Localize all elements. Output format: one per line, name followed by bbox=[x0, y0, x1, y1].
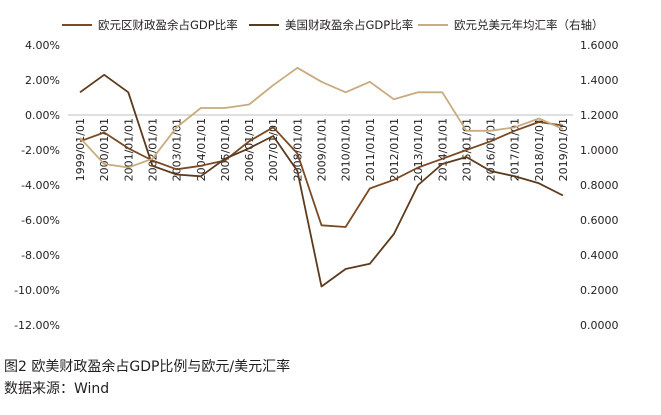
x-tick-label: 2013/01/01 bbox=[412, 118, 425, 181]
x-tick-label: 2002/01/01 bbox=[146, 118, 159, 181]
left-tick-label: 4.00% bbox=[25, 39, 60, 52]
right-tick-label: 0.8000 bbox=[580, 179, 619, 192]
x-tick-label: 2009/01/01 bbox=[316, 118, 329, 181]
x-tick-label: 2007/01/01 bbox=[267, 118, 280, 181]
legend-swatch-fx bbox=[418, 23, 448, 26]
x-tick-label: 2016/01/01 bbox=[485, 118, 498, 181]
legend-label-eurozone: 欧元区财政盈余占GDP比率 bbox=[98, 18, 238, 32]
x-tick-label: 2006/01/01 bbox=[243, 118, 256, 181]
x-tick-label: 2001/01/01 bbox=[122, 118, 135, 181]
x-tick-label: 2010/01/01 bbox=[340, 118, 353, 181]
right-tick-label: 1.4000 bbox=[580, 74, 619, 87]
left-tick-label: 2.00% bbox=[25, 74, 60, 87]
left-tick-label: -10.00% bbox=[14, 284, 60, 297]
x-tick-label: 1999/01/01 bbox=[74, 118, 87, 181]
figure-title: 图2 欧美财政盈余占GDP比例与欧元/美元汇率 bbox=[4, 359, 291, 375]
left-tick-label: 0.00% bbox=[25, 109, 60, 122]
x-tick-label: 2011/01/01 bbox=[364, 118, 377, 181]
right-tick-label: 0.6000 bbox=[580, 214, 619, 227]
series-lines bbox=[79, 66, 564, 288]
left-tick-label: -2.00% bbox=[21, 144, 60, 157]
x-tick-label: 2014/01/01 bbox=[436, 118, 449, 181]
right-tick-label: 1.6000 bbox=[580, 39, 619, 52]
legend-item-eurozone: 欧元区财政盈余占GDP比率 bbox=[62, 17, 238, 33]
legend-swatch-us bbox=[249, 23, 279, 26]
legend-swatch-eurozone bbox=[62, 23, 92, 26]
x-tick-label: 2005/01/01 bbox=[219, 118, 232, 181]
series-line-us-balance bbox=[79, 73, 564, 288]
right-tick-label: 1.2000 bbox=[580, 109, 619, 122]
left-tick-label: -12.00% bbox=[14, 319, 60, 332]
left-axis-ticks: 4.00% 2.00% 0.00% -2.00% -4.00% -6.00% -8.00% -… bbox=[14, 39, 60, 332]
x-tick-label: 2019/01/01 bbox=[557, 118, 570, 181]
legend-label-us: 美国财政盈余占GDP比率 bbox=[285, 18, 414, 32]
legend-item-fx: 欧元兑美元年均汇率（右轴） bbox=[418, 17, 604, 33]
right-tick-label: 0.0000 bbox=[580, 319, 619, 332]
x-tick-label: 2018/01/01 bbox=[533, 118, 546, 181]
x-tick-label: 2003/01/01 bbox=[171, 118, 184, 181]
x-tick-label: 2012/01/01 bbox=[388, 118, 401, 181]
left-tick-label: -6.00% bbox=[21, 214, 60, 227]
right-axis-ticks: 1.6000 1.4000 1.2000 1.0000 0.8000 0.6000 0.40… bbox=[580, 39, 619, 332]
legend-label-fx: 欧元兑美元年均汇率（右轴） bbox=[454, 18, 604, 32]
right-tick-label: 0.2000 bbox=[580, 284, 619, 297]
right-tick-label: 0.4000 bbox=[580, 249, 619, 262]
right-tick-label: 1.0000 bbox=[580, 144, 619, 157]
series-line-eurozone-balance bbox=[79, 121, 564, 228]
chart-legend: 欧元区财政盈余占GDP比率 美国财政盈余占GDP比率 欧元兑美元年均汇率（右轴） bbox=[0, 17, 661, 37]
x-tick-label: 2017/01/01 bbox=[509, 118, 522, 181]
left-tick-label: -4.00% bbox=[21, 179, 60, 192]
x-tick-label: 2000/01/01 bbox=[98, 118, 111, 181]
left-tick-label: -8.00% bbox=[21, 249, 60, 262]
series-line-eur-usd-rate bbox=[79, 66, 564, 169]
legend-item-us: 美国财政盈余占GDP比率 bbox=[249, 17, 413, 33]
data-source: 数据来源：Wind bbox=[4, 381, 110, 397]
